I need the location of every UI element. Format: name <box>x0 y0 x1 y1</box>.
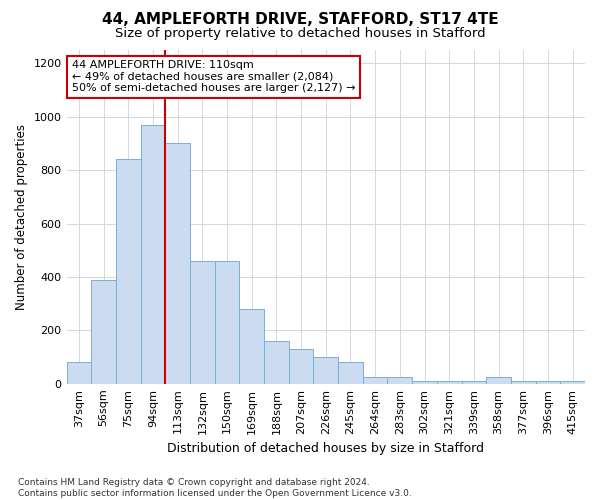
X-axis label: Distribution of detached houses by size in Stafford: Distribution of detached houses by size … <box>167 442 484 455</box>
Bar <box>363 377 388 384</box>
Bar <box>511 381 536 384</box>
Text: Contains HM Land Registry data © Crown copyright and database right 2024.
Contai: Contains HM Land Registry data © Crown c… <box>18 478 412 498</box>
Bar <box>536 381 560 384</box>
Bar <box>313 357 338 384</box>
Bar <box>486 377 511 384</box>
Bar <box>388 377 412 384</box>
Bar <box>190 261 215 384</box>
Text: Size of property relative to detached houses in Stafford: Size of property relative to detached ho… <box>115 28 485 40</box>
Bar <box>215 261 239 384</box>
Text: 44 AMPLEFORTH DRIVE: 110sqm
← 49% of detached houses are smaller (2,084)
50% of : 44 AMPLEFORTH DRIVE: 110sqm ← 49% of det… <box>72 60 355 93</box>
Bar <box>165 144 190 384</box>
Y-axis label: Number of detached properties: Number of detached properties <box>15 124 28 310</box>
Bar <box>91 280 116 384</box>
Bar <box>289 349 313 384</box>
Bar <box>264 341 289 384</box>
Bar <box>560 381 585 384</box>
Bar <box>338 362 363 384</box>
Bar <box>116 160 140 384</box>
Bar <box>239 309 264 384</box>
Bar <box>437 381 461 384</box>
Text: 44, AMPLEFORTH DRIVE, STAFFORD, ST17 4TE: 44, AMPLEFORTH DRIVE, STAFFORD, ST17 4TE <box>101 12 499 28</box>
Bar <box>461 381 486 384</box>
Bar <box>140 125 165 384</box>
Bar <box>412 381 437 384</box>
Bar <box>67 362 91 384</box>
